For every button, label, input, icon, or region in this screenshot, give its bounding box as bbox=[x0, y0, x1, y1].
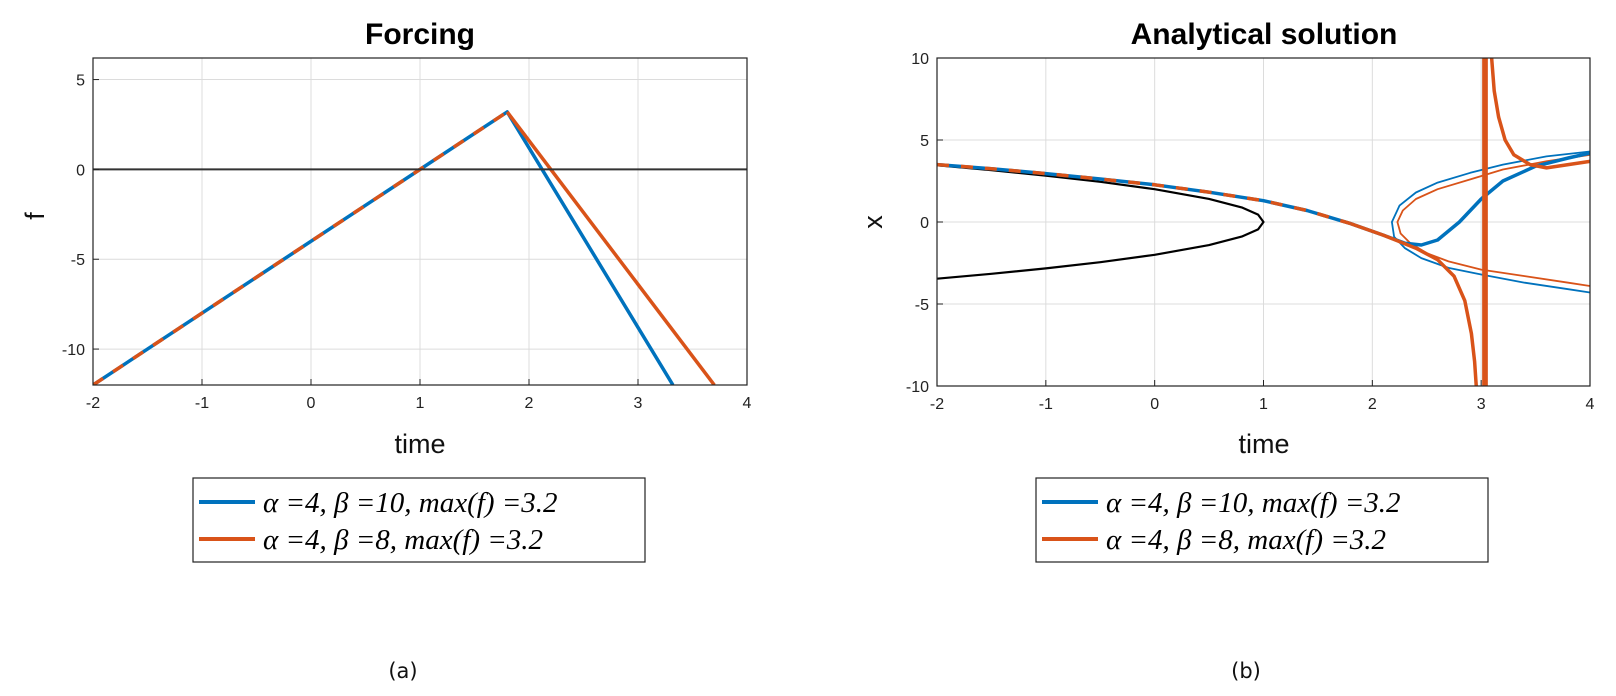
legend-label-2: α =4, β =8, max(f) =3.2 bbox=[1106, 524, 1386, 556]
x-tick-label: 1 bbox=[1259, 396, 1268, 413]
x-tick-label: -2 bbox=[86, 395, 100, 412]
x-tick-label: 3 bbox=[634, 395, 643, 412]
series-line-orange bbox=[93, 110, 509, 385]
panel-caption: (a) bbox=[388, 659, 417, 683]
chart-title: Forcing bbox=[365, 18, 475, 51]
x-tick-label: 0 bbox=[307, 395, 316, 412]
series-group bbox=[937, 58, 1590, 386]
y-tick-label: 5 bbox=[920, 133, 929, 150]
series-line-orange bbox=[1489, 58, 1590, 170]
x-tick-label: -1 bbox=[1039, 396, 1053, 413]
x-tick-labels: -2 -1 0 1 2 3 4 bbox=[86, 395, 752, 412]
panel-caption: (b) bbox=[1231, 659, 1261, 683]
series-line-orange bbox=[1396, 153, 1590, 287]
series-line-blue bbox=[93, 110, 675, 385]
x-axis-label: time bbox=[394, 429, 445, 459]
y-tick-label: -10 bbox=[62, 342, 85, 359]
x-tick-label: 0 bbox=[1150, 396, 1159, 413]
series-group bbox=[93, 110, 747, 385]
y-tick-label: 0 bbox=[76, 162, 85, 179]
x-tick-label: -1 bbox=[195, 395, 209, 412]
y-tick-label: 0 bbox=[920, 215, 929, 232]
legend-box bbox=[192, 477, 646, 563]
x-tick-label: -2 bbox=[930, 396, 944, 413]
x-tick-label: 4 bbox=[1586, 396, 1595, 413]
legend-label-1: α =4, β =10, max(f) =3.2 bbox=[1106, 487, 1401, 519]
y-axis-label: x bbox=[858, 215, 888, 229]
legend-box bbox=[1035, 477, 1489, 563]
series-line-orange bbox=[505, 110, 716, 385]
x-axis-label: time bbox=[1238, 429, 1289, 459]
legend-label-2: α =4, β =8, max(f) =3.2 bbox=[263, 524, 543, 556]
x-tick-labels: -2 -1 0 1 2 3 4 bbox=[930, 396, 1595, 413]
legend: α =4, β =10, max(f) =3.2 α =4, β =8, max… bbox=[192, 477, 646, 563]
legend: α =4, β =10, max(f) =3.2 α =4, β =8, max… bbox=[1035, 477, 1489, 563]
x-tick-label: 4 bbox=[743, 395, 752, 412]
series-line-orange bbox=[1350, 221, 1479, 386]
series-line-black bbox=[937, 164, 1265, 280]
grid bbox=[92, 58, 748, 385]
y-tick-label: -5 bbox=[71, 252, 85, 269]
y-tick-label: -5 bbox=[915, 297, 929, 314]
x-tick-label: 2 bbox=[525, 395, 534, 412]
panel-analytical-solution: Analytical solution -2 -1 0 1 2 3 4 -10-50510 … bbox=[858, 18, 1595, 683]
y-axis-label: f bbox=[20, 212, 50, 220]
legend-label-1: α =4, β =10, max(f) =3.2 bbox=[263, 487, 558, 519]
x-tick-label: 2 bbox=[1368, 396, 1377, 413]
y-tick-label: 5 bbox=[76, 73, 85, 90]
y-tick-label: -10 bbox=[906, 379, 929, 396]
x-tick-label: 3 bbox=[1477, 396, 1486, 413]
chart-title: Analytical solution bbox=[1131, 18, 1398, 51]
y-tick-labels: -10 -5 0 5 bbox=[62, 73, 85, 360]
y-tick-labels: -10 -5 0 5 10 bbox=[906, 51, 929, 396]
y-tick-label: 10 bbox=[911, 51, 929, 68]
panel-forcing: Forcing -2 -1 0 1 2 3 4 -10-505 time f α =4, β… bbox=[20, 18, 752, 683]
series-line-orange bbox=[937, 162, 1352, 226]
x-tick-label: 1 bbox=[416, 395, 425, 412]
